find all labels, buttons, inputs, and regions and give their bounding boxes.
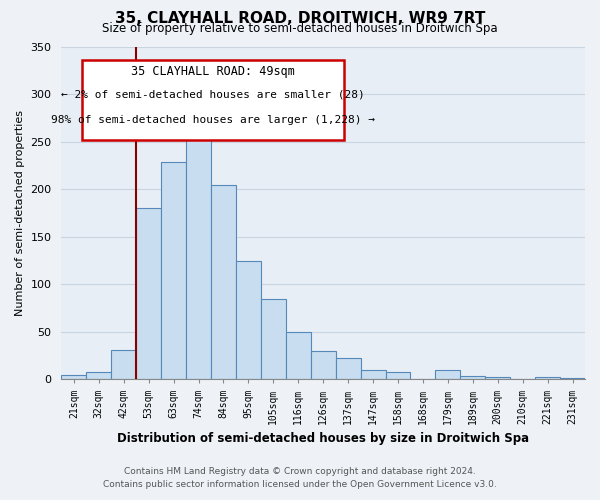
Text: 35, CLAYHALL ROAD, DROITWICH, WR9 7RT: 35, CLAYHALL ROAD, DROITWICH, WR9 7RT (115, 11, 485, 26)
FancyBboxPatch shape (82, 60, 344, 140)
Bar (335, 358, 361, 380)
Bar (286, 332, 311, 380)
Bar (136, 208, 161, 380)
X-axis label: Distribution of semi-detached houses by size in Droitwich Spa: Distribution of semi-detached houses by … (117, 432, 529, 445)
Bar (361, 370, 386, 380)
Bar (485, 378, 510, 380)
Text: 98% of semi-detached houses are larger (1,228) →: 98% of semi-detached houses are larger (… (51, 114, 375, 124)
Text: ← 2% of semi-detached houses are smaller (28): ← 2% of semi-detached houses are smaller… (61, 90, 365, 100)
Bar (86, 372, 111, 380)
Bar (311, 351, 335, 380)
Bar (186, 126, 211, 380)
Bar (236, 260, 261, 380)
Bar (560, 378, 585, 380)
Bar (261, 298, 286, 380)
Text: Contains HM Land Registry data © Crown copyright and database right 2024.
Contai: Contains HM Land Registry data © Crown c… (103, 467, 497, 489)
Bar (535, 378, 560, 380)
Bar (386, 372, 410, 380)
Text: 35 CLAYHALL ROAD: 49sqm: 35 CLAYHALL ROAD: 49sqm (131, 65, 295, 78)
Text: Size of property relative to semi-detached houses in Droitwich Spa: Size of property relative to semi-detach… (102, 22, 498, 35)
Bar (436, 370, 460, 380)
Bar (460, 376, 485, 380)
Bar (211, 186, 236, 380)
Bar (161, 162, 186, 380)
Bar (61, 374, 86, 380)
Bar (111, 350, 136, 380)
Y-axis label: Number of semi-detached properties: Number of semi-detached properties (15, 110, 25, 316)
